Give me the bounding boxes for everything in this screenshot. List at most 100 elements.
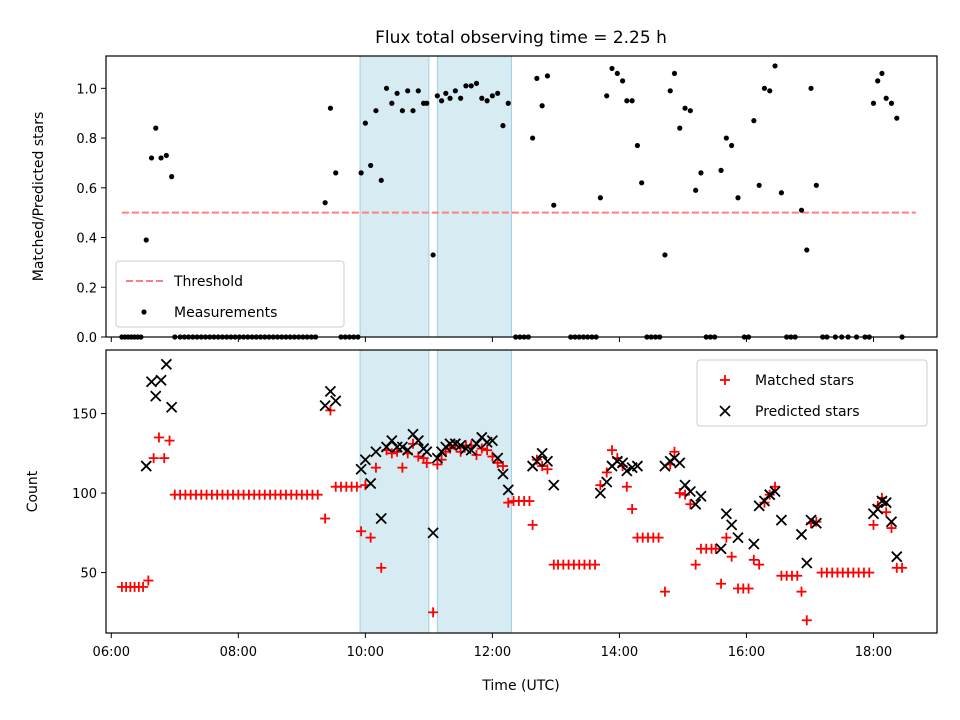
data-point xyxy=(868,519,879,530)
legend-label: Measurements xyxy=(174,305,277,321)
legend-label: Threshold xyxy=(173,274,243,290)
data-point-stroke xyxy=(427,527,439,539)
legend-box xyxy=(696,359,928,427)
data-point xyxy=(399,108,406,114)
data-point xyxy=(756,182,762,188)
data-point xyxy=(431,452,443,464)
data-point-stroke xyxy=(140,460,152,472)
data-point xyxy=(621,465,633,477)
data-point xyxy=(148,453,159,464)
data-point-stroke xyxy=(801,557,813,569)
data-point-stroke xyxy=(594,487,607,499)
data-point xyxy=(312,489,323,500)
x-tick-label: 18:00 xyxy=(855,645,892,660)
data-point xyxy=(473,80,480,86)
data-point xyxy=(356,526,367,537)
highlight-band xyxy=(359,55,430,338)
data-point xyxy=(471,449,482,460)
data-point xyxy=(614,70,620,77)
data-point xyxy=(883,95,889,101)
data-point xyxy=(355,463,367,475)
data-point xyxy=(492,452,504,464)
data-point-stroke xyxy=(155,374,167,386)
data-point xyxy=(492,457,503,468)
data-point xyxy=(503,497,514,508)
data-point xyxy=(653,532,664,543)
data-point xyxy=(870,100,877,106)
data-point-stroke xyxy=(679,479,691,491)
data-point xyxy=(659,586,670,597)
data-point-stroke xyxy=(715,543,727,555)
data-point xyxy=(155,374,167,386)
data-point xyxy=(444,438,456,450)
data-point-stroke xyxy=(454,439,467,452)
data-point-stroke xyxy=(486,434,499,447)
data-point xyxy=(463,83,469,89)
data-point xyxy=(153,125,159,131)
data-point-stroke xyxy=(548,479,560,491)
data-point-stroke xyxy=(407,428,419,440)
data-point xyxy=(362,120,368,126)
data-point xyxy=(609,65,615,72)
data-point xyxy=(424,100,430,106)
data-point xyxy=(497,468,509,480)
x-tick-label: 08:00 xyxy=(220,645,257,660)
data-point xyxy=(726,551,737,562)
data-point-stroke xyxy=(795,528,808,541)
legend-swatch-stroke xyxy=(719,405,731,417)
data-point xyxy=(729,142,735,149)
data-point xyxy=(796,586,807,597)
data-point-stroke xyxy=(375,512,387,525)
data-point-stroke xyxy=(732,531,744,544)
data-point xyxy=(454,439,467,452)
data-point-stroke xyxy=(775,514,788,526)
data-point-stroke xyxy=(391,441,403,453)
data-point xyxy=(402,444,414,456)
y-tick-label: 150 xyxy=(72,408,97,423)
data-point xyxy=(594,487,607,499)
data-point xyxy=(881,507,892,518)
data-point xyxy=(536,447,548,459)
data-point xyxy=(864,567,875,578)
data-point xyxy=(669,446,680,457)
data-point xyxy=(619,78,626,84)
data-point-stroke xyxy=(690,498,702,510)
data-point xyxy=(148,155,155,161)
data-point-stroke xyxy=(370,446,382,458)
legend-x-swatch xyxy=(719,405,731,417)
data-point xyxy=(479,95,485,101)
data-point-stroke xyxy=(891,551,903,563)
data-point xyxy=(808,85,814,91)
data-point-stroke xyxy=(449,438,461,450)
data-point xyxy=(140,460,152,472)
data-point xyxy=(687,108,693,114)
data-point xyxy=(427,527,439,539)
data-point xyxy=(629,98,635,104)
data-point-stroke xyxy=(412,434,424,447)
data-point xyxy=(754,559,765,570)
data-point xyxy=(373,108,379,114)
data-point xyxy=(684,485,696,498)
data-point xyxy=(690,559,701,570)
data-point xyxy=(452,88,458,94)
data-point-stroke xyxy=(695,490,707,502)
data-point xyxy=(624,98,630,104)
data-point xyxy=(627,503,638,514)
data-point-stroke xyxy=(769,485,781,498)
data-point xyxy=(143,575,154,586)
data-point-stroke xyxy=(880,496,892,509)
data-point xyxy=(718,167,724,173)
data-point-stroke xyxy=(876,495,888,507)
data-point-stroke xyxy=(725,519,738,531)
data-point-stroke xyxy=(668,452,681,464)
data-point xyxy=(160,358,172,370)
data-point xyxy=(551,202,557,208)
data-point xyxy=(772,63,778,69)
data-point xyxy=(443,90,449,96)
data-point xyxy=(365,477,377,490)
data-point-stroke xyxy=(541,455,554,467)
data-point xyxy=(601,467,612,478)
data-point xyxy=(607,445,618,456)
data-point xyxy=(748,538,760,550)
data-point-stroke xyxy=(872,503,884,515)
